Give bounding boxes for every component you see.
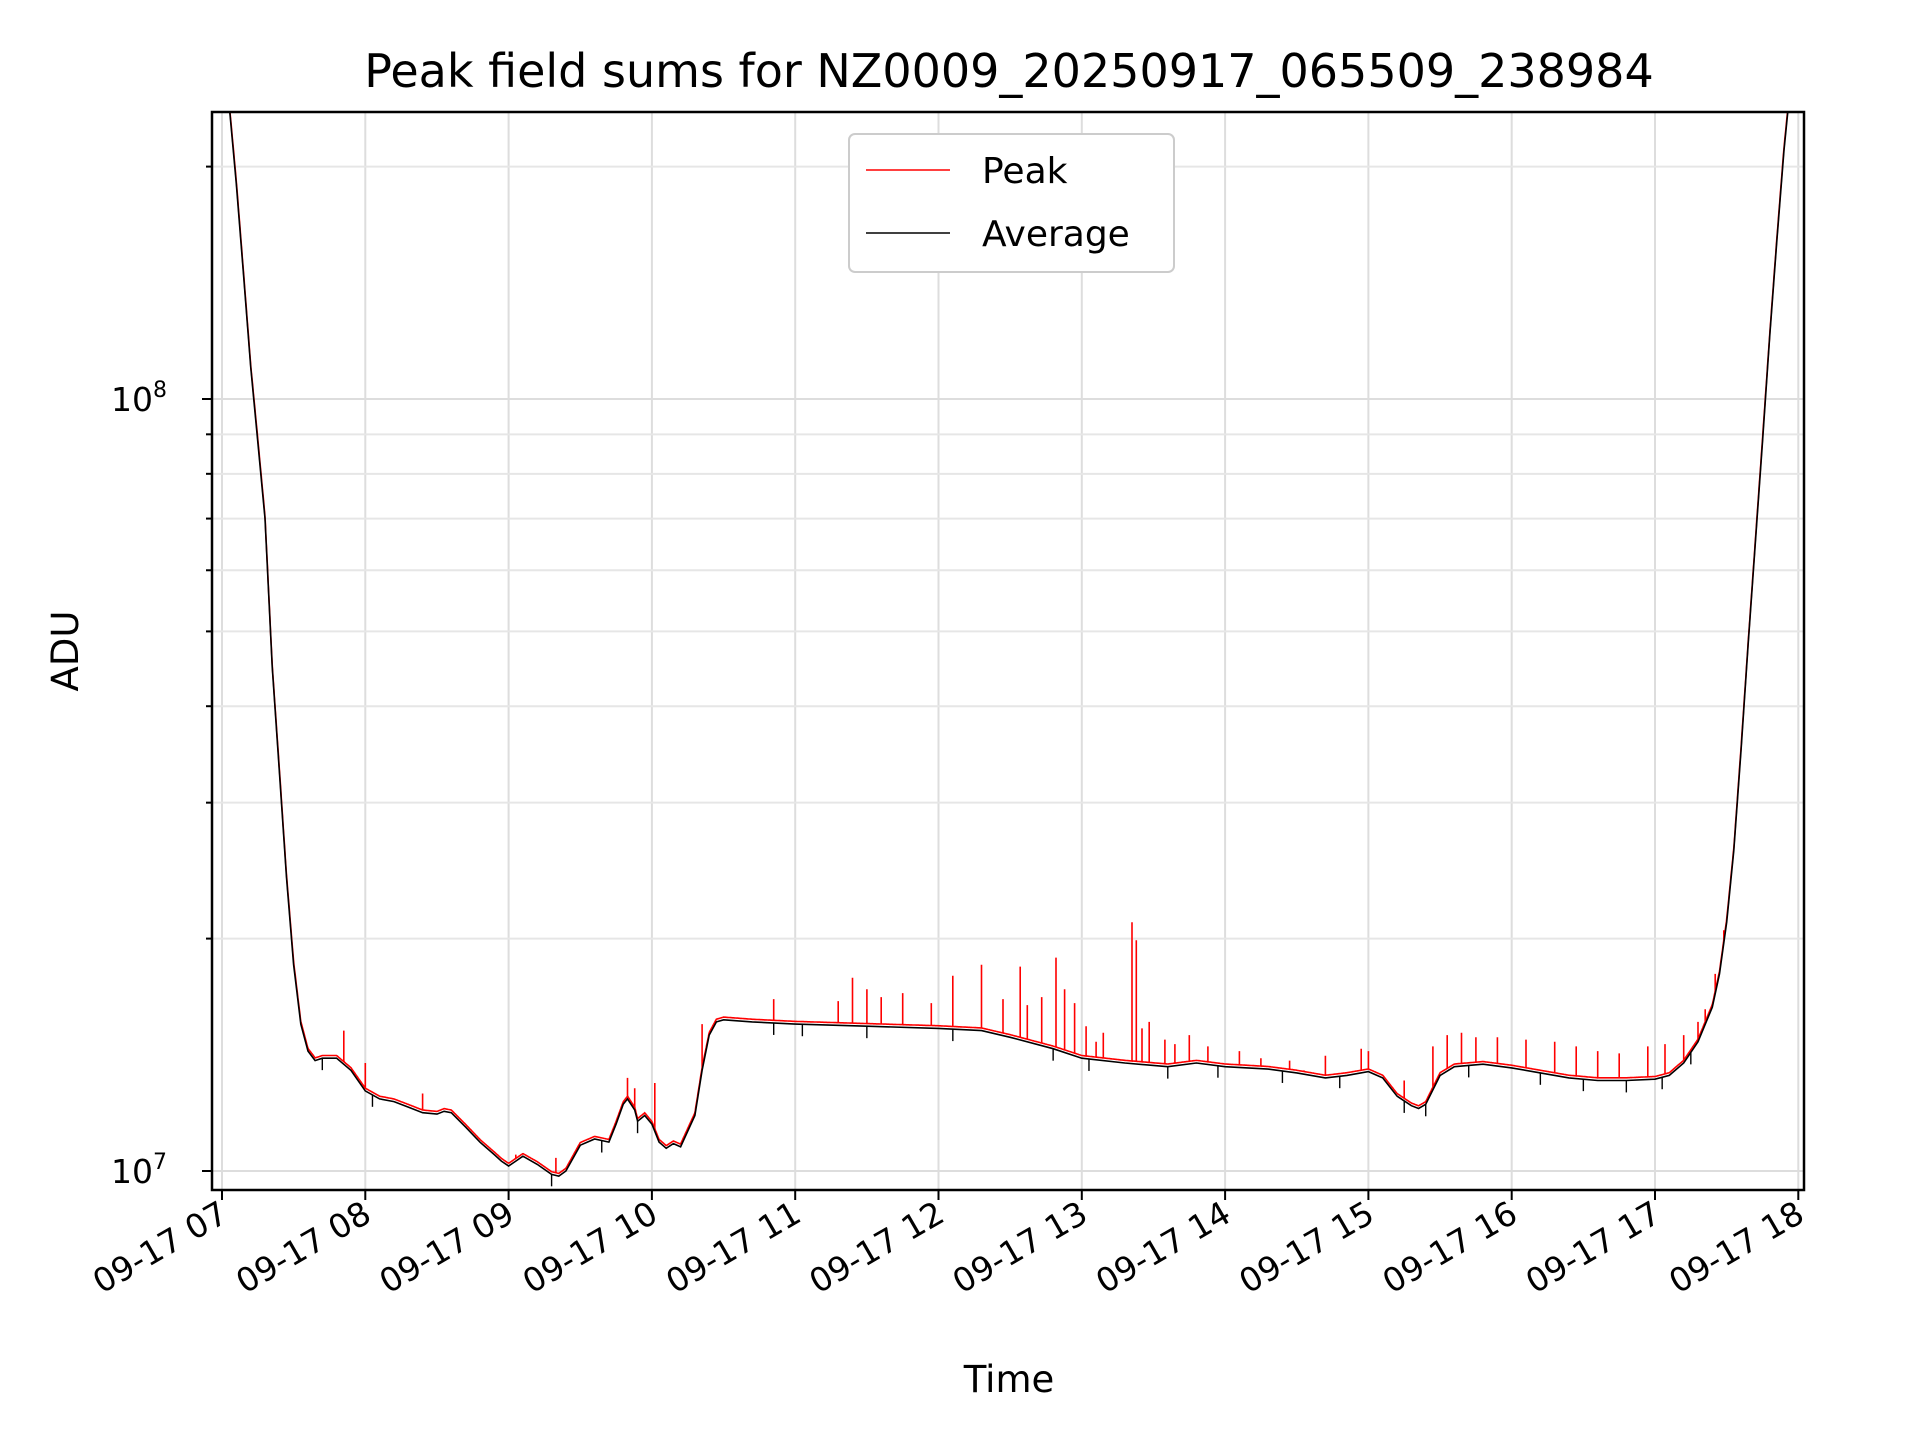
legend-peak-label: Peak [982,151,1068,192]
series-average-line [228,112,1789,1177]
series-layer [228,112,1789,1187]
grid-lines [212,112,1804,1190]
chart-title: Peak field sums for NZ0009_20250917_0655… [364,44,1653,98]
legend: Peak Average [848,133,1175,273]
plot-frame [210,110,1806,1192]
y-axis: 107 108 [111,165,212,1191]
x-axis-label: Time [963,1358,1055,1401]
y-tick-label: 107 [111,1150,167,1191]
legend-box [848,133,1175,273]
y-axis-label: ADU [44,611,87,692]
y-tick-label: 108 [111,378,167,419]
legend-average-label: Average [982,214,1130,255]
series-peak-line [229,112,1789,1175]
